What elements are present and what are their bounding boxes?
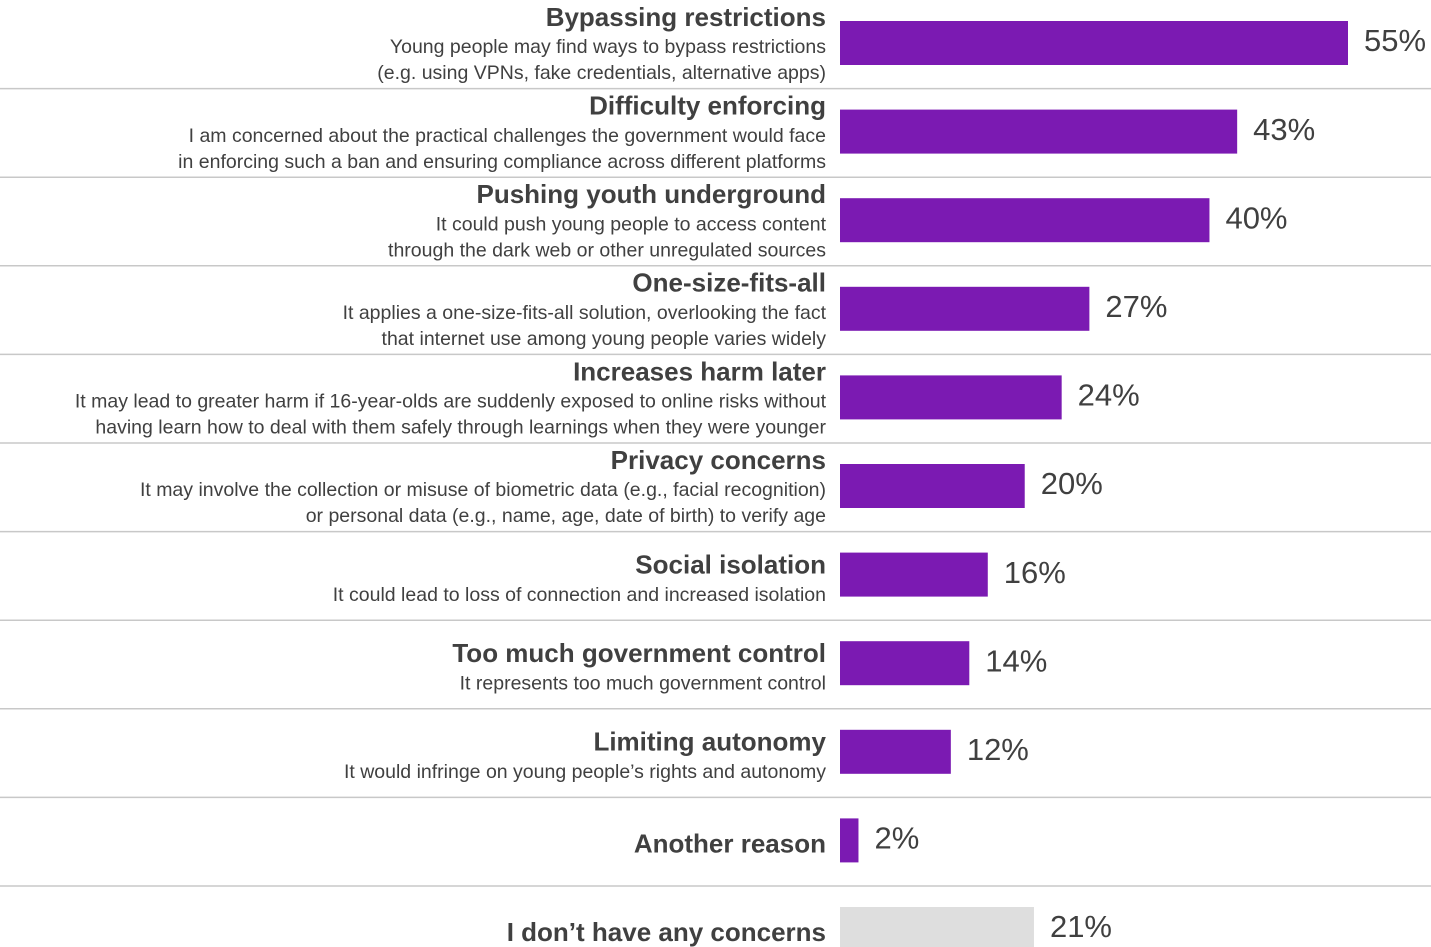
category-title: Bypassing restrictions xyxy=(546,2,826,32)
bar xyxy=(840,552,988,597)
bar xyxy=(840,907,1034,947)
bar xyxy=(840,21,1348,65)
category-description: It may lead to greater harm if 16-year-o… xyxy=(75,391,827,413)
value-label: 21% xyxy=(1050,909,1112,944)
category-description: or personal data (e.g., name, age, date … xyxy=(306,505,826,527)
bar xyxy=(840,375,1062,420)
category-title: Privacy concerns xyxy=(611,445,826,475)
value-label: 40% xyxy=(1225,200,1287,235)
category-description: having learn how to deal with them safel… xyxy=(95,417,826,439)
value-label: 12% xyxy=(967,732,1029,767)
bar xyxy=(840,464,1025,508)
category-title: Increases harm later xyxy=(573,356,826,386)
category-description: It applies a one-size-fits-all solution,… xyxy=(343,302,827,324)
category-title: One-size-fits-all xyxy=(632,268,826,298)
bar xyxy=(840,198,1210,243)
category-title: Social isolation xyxy=(635,549,826,579)
bar xyxy=(840,109,1238,154)
value-label: 27% xyxy=(1105,289,1167,324)
value-label: 43% xyxy=(1253,112,1315,147)
value-label: 14% xyxy=(985,643,1047,678)
category-title: Limiting autonomy xyxy=(593,727,826,757)
category-description: Young people may find ways to bypass res… xyxy=(390,36,826,58)
category-title: Too much government control xyxy=(452,638,826,668)
value-label: 20% xyxy=(1041,466,1103,501)
value-label: 24% xyxy=(1078,378,1140,413)
category-title: Difficulty enforcing xyxy=(589,90,826,120)
category-description: It could push young people to access con… xyxy=(436,213,827,235)
category-description: It would infringe on young people’s righ… xyxy=(344,761,826,783)
category-description: in enforcing such a ban and ensuring com… xyxy=(178,151,826,173)
category-description: (e.g. using VPNs, fake credentials, alte… xyxy=(377,62,826,84)
value-label: 55% xyxy=(1364,23,1426,58)
bar xyxy=(840,641,970,686)
category-description: It represents too much government contro… xyxy=(460,672,826,694)
category-description: I am concerned about the practical chall… xyxy=(189,125,826,147)
category-description: It may involve the collection or misuse … xyxy=(140,479,826,501)
category-description: through the dark web or other unregulate… xyxy=(388,239,826,261)
category-title: Another reason xyxy=(634,828,826,858)
category-description: It could lead to loss of connection and … xyxy=(333,584,826,606)
value-label: 2% xyxy=(874,821,919,856)
bar xyxy=(840,729,951,774)
value-label: 16% xyxy=(1004,555,1066,590)
bar xyxy=(840,818,859,863)
category-title: I don’t have any concerns xyxy=(507,917,826,947)
category-description: that internet use among young people var… xyxy=(382,328,827,350)
bar xyxy=(840,286,1090,331)
category-title: Pushing youth underground xyxy=(476,179,826,209)
